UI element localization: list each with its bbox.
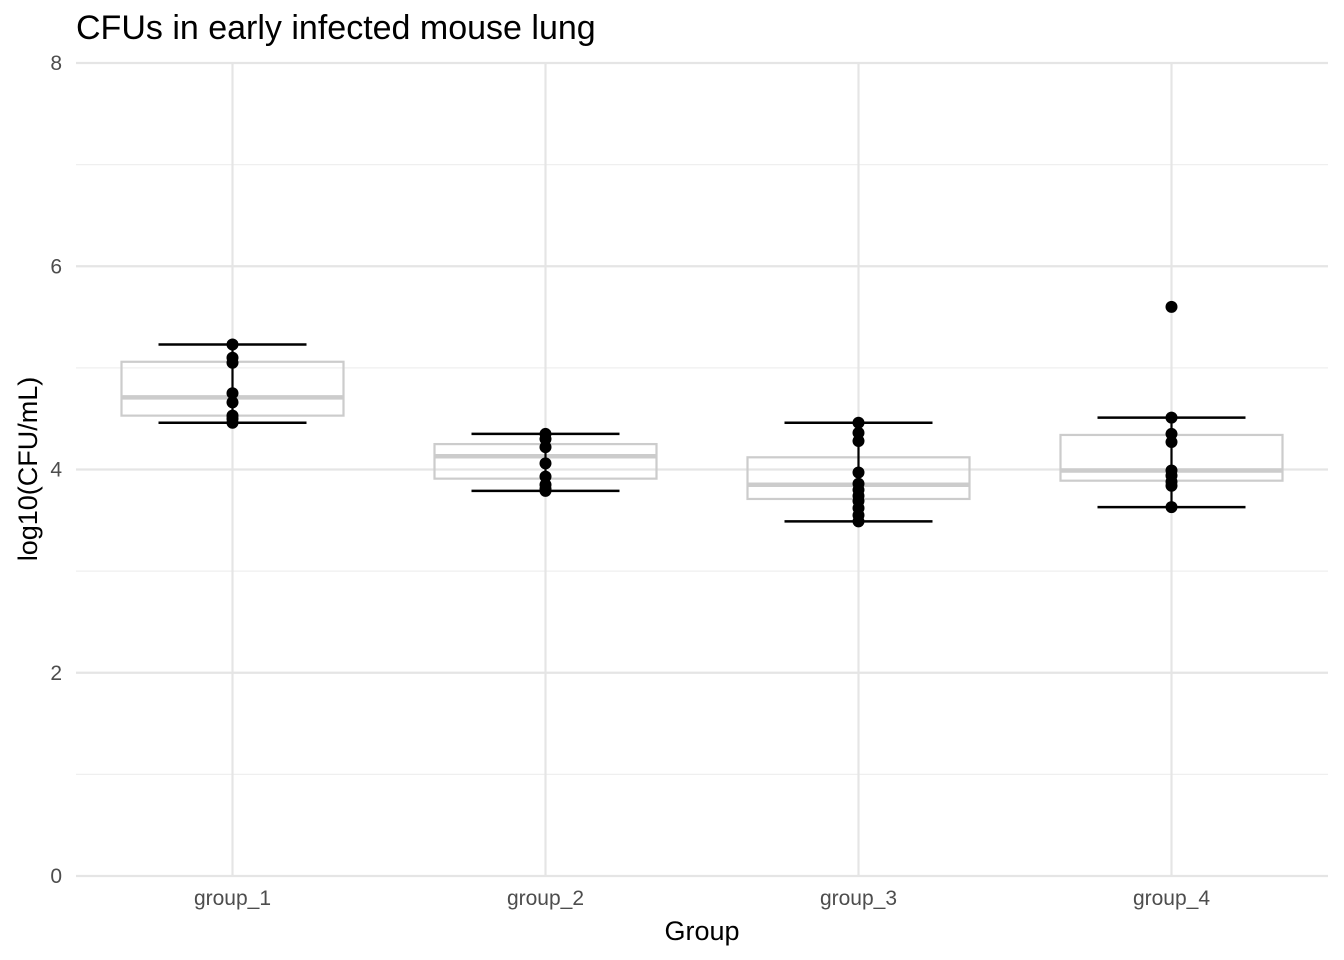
boxes [120, 343, 1284, 523]
y-tick-label: 6 [50, 255, 62, 278]
data-point [226, 416, 239, 429]
data-point [852, 416, 865, 429]
data-point [1165, 411, 1178, 424]
data-point [226, 387, 239, 400]
y-tick-label: 2 [50, 662, 62, 685]
data-point [539, 457, 552, 470]
x-axis-ticks: group_1 group_2 group_3 group_4 [194, 887, 1210, 910]
data-point [539, 484, 552, 497]
x-tick-label: group_4 [1133, 887, 1210, 910]
chart-title: CFUs in early infected mouse lung [76, 9, 596, 47]
x-tick-label: group_3 [820, 887, 897, 910]
data-point [226, 396, 239, 409]
x-tick-label: group_2 [507, 887, 584, 910]
y-tick-label: 8 [50, 52, 62, 75]
data-point [1165, 501, 1178, 514]
data-point [539, 441, 552, 454]
data-point [852, 466, 865, 479]
data-point [852, 515, 865, 528]
data-point [226, 356, 239, 369]
x-axis-title: Group [664, 916, 739, 946]
data-points [226, 300, 1178, 528]
data-point [852, 435, 865, 448]
y-axis-title: log10(CFU/mL) [13, 377, 43, 562]
data-point [1165, 436, 1178, 449]
data-point [226, 338, 239, 351]
x-tick-label: group_1 [194, 887, 271, 910]
y-tick-label: 4 [50, 459, 62, 482]
data-point [1165, 479, 1178, 492]
y-tick-label: 0 [50, 865, 62, 888]
data-point [1165, 300, 1178, 313]
y-axis-ticks: 0 2 4 6 8 [50, 52, 62, 888]
